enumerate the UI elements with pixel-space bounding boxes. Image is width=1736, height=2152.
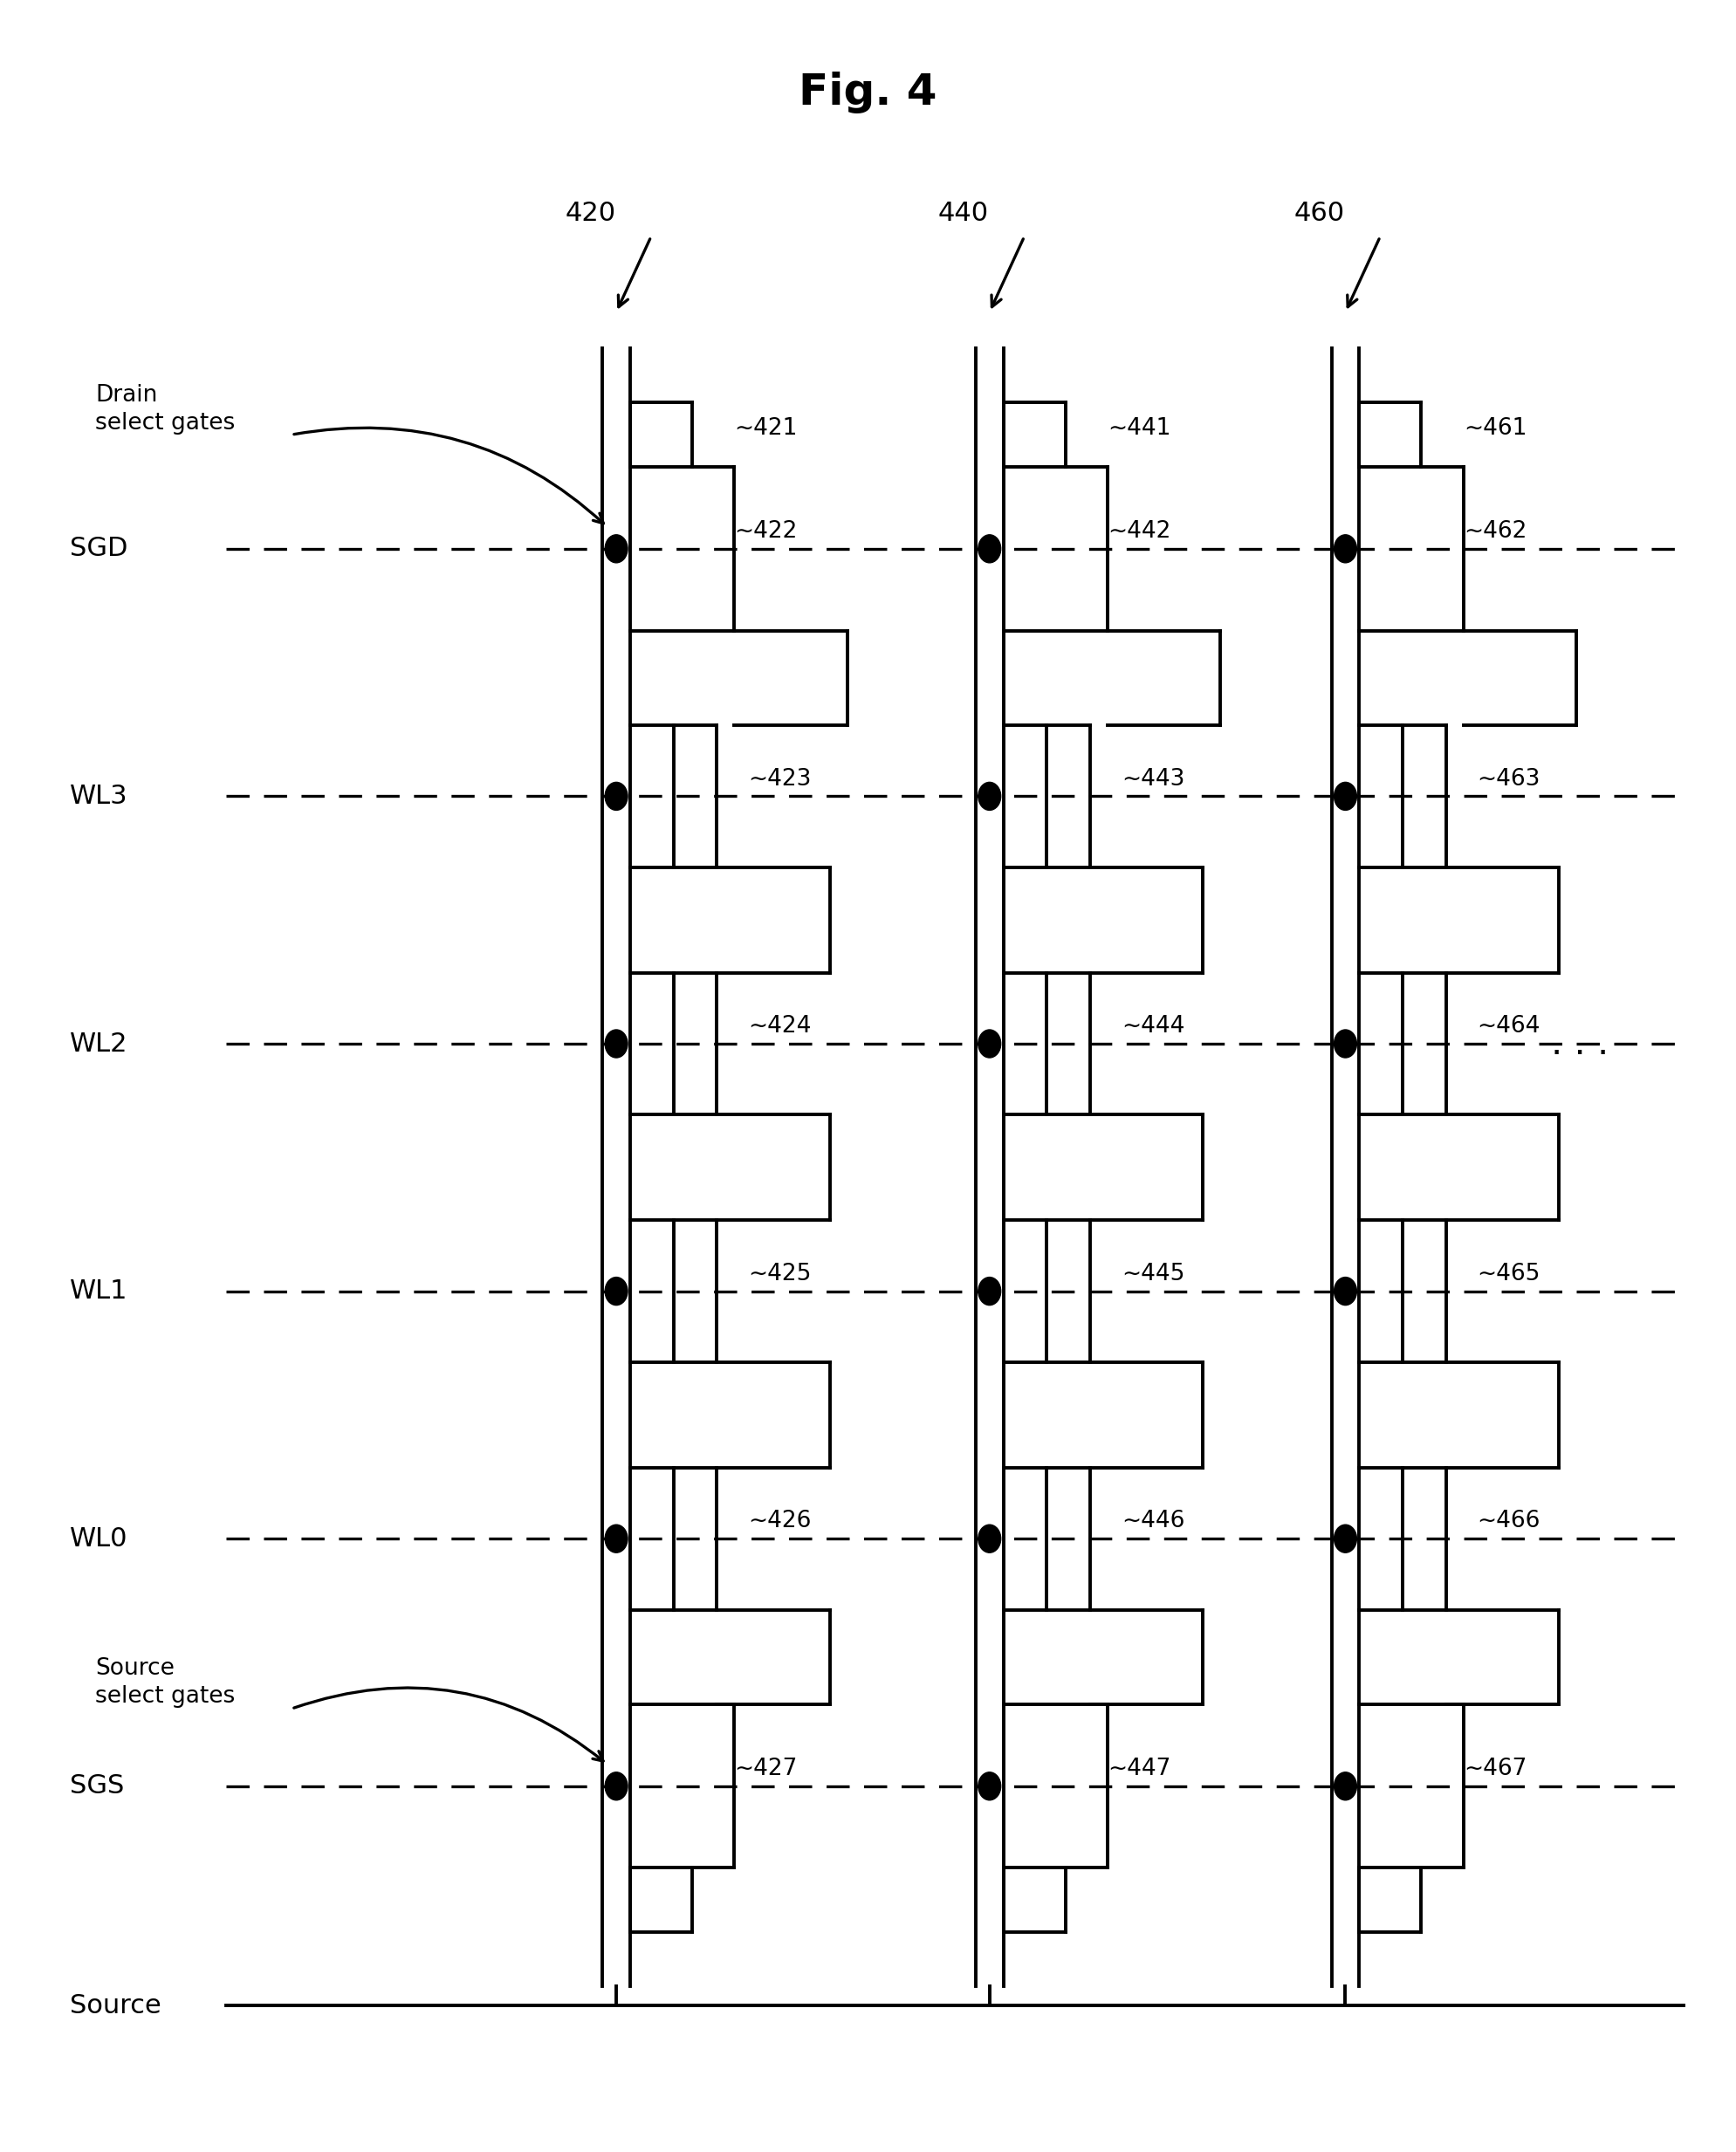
Text: ∼463: ∼463 bbox=[1477, 768, 1540, 790]
Circle shape bbox=[977, 1276, 1000, 1304]
Text: . . .: . . . bbox=[1550, 1024, 1609, 1063]
Text: ∼445: ∼445 bbox=[1121, 1263, 1184, 1285]
Circle shape bbox=[977, 1773, 1000, 1799]
Text: ∼424: ∼424 bbox=[748, 1016, 811, 1037]
Text: ∼426: ∼426 bbox=[748, 1511, 811, 1532]
Text: Fig. 4: Fig. 4 bbox=[799, 71, 937, 114]
Circle shape bbox=[1333, 783, 1358, 811]
Text: SGS: SGS bbox=[69, 1773, 123, 1799]
Text: Source
select gates: Source select gates bbox=[95, 1657, 236, 1709]
Text: ∼461: ∼461 bbox=[1463, 417, 1526, 439]
Text: Drain
select gates: Drain select gates bbox=[95, 383, 236, 435]
Circle shape bbox=[977, 1524, 1000, 1554]
Circle shape bbox=[1333, 534, 1358, 562]
Text: ∼421: ∼421 bbox=[734, 417, 797, 439]
Text: Source: Source bbox=[69, 1993, 161, 2019]
Circle shape bbox=[977, 783, 1000, 811]
Text: ∼441: ∼441 bbox=[1108, 417, 1170, 439]
Text: ∼443: ∼443 bbox=[1121, 768, 1184, 790]
Circle shape bbox=[1333, 1276, 1358, 1304]
Circle shape bbox=[1333, 1031, 1358, 1057]
Circle shape bbox=[977, 534, 1000, 562]
Circle shape bbox=[604, 1276, 627, 1304]
Text: 460: 460 bbox=[1293, 200, 1345, 226]
Text: ∼425: ∼425 bbox=[748, 1263, 811, 1285]
Circle shape bbox=[604, 1773, 627, 1799]
Text: ∼465: ∼465 bbox=[1477, 1263, 1540, 1285]
Text: WL3: WL3 bbox=[69, 783, 127, 809]
Text: ∼467: ∼467 bbox=[1463, 1758, 1526, 1780]
Text: ∼446: ∼446 bbox=[1121, 1511, 1184, 1532]
Circle shape bbox=[1333, 1524, 1358, 1554]
Text: ∼427: ∼427 bbox=[734, 1758, 797, 1780]
Circle shape bbox=[604, 1524, 627, 1554]
Text: WL2: WL2 bbox=[69, 1031, 127, 1057]
Circle shape bbox=[977, 1031, 1000, 1057]
Text: ∼466: ∼466 bbox=[1477, 1511, 1540, 1532]
Text: 420: 420 bbox=[564, 200, 616, 226]
Text: ∼447: ∼447 bbox=[1108, 1758, 1170, 1780]
Circle shape bbox=[1333, 1773, 1358, 1799]
Text: ∼442: ∼442 bbox=[1108, 521, 1170, 542]
Text: ∼462: ∼462 bbox=[1463, 521, 1526, 542]
Text: ∼464: ∼464 bbox=[1477, 1016, 1540, 1037]
Text: ∼423: ∼423 bbox=[748, 768, 811, 790]
Circle shape bbox=[604, 534, 627, 562]
Text: WL0: WL0 bbox=[69, 1526, 127, 1552]
Circle shape bbox=[604, 783, 627, 811]
Text: WL1: WL1 bbox=[69, 1278, 127, 1304]
Circle shape bbox=[604, 1031, 627, 1057]
Text: 440: 440 bbox=[937, 200, 990, 226]
Text: ∼444: ∼444 bbox=[1121, 1016, 1184, 1037]
Text: SGD: SGD bbox=[69, 536, 127, 562]
Text: ∼422: ∼422 bbox=[734, 521, 797, 542]
